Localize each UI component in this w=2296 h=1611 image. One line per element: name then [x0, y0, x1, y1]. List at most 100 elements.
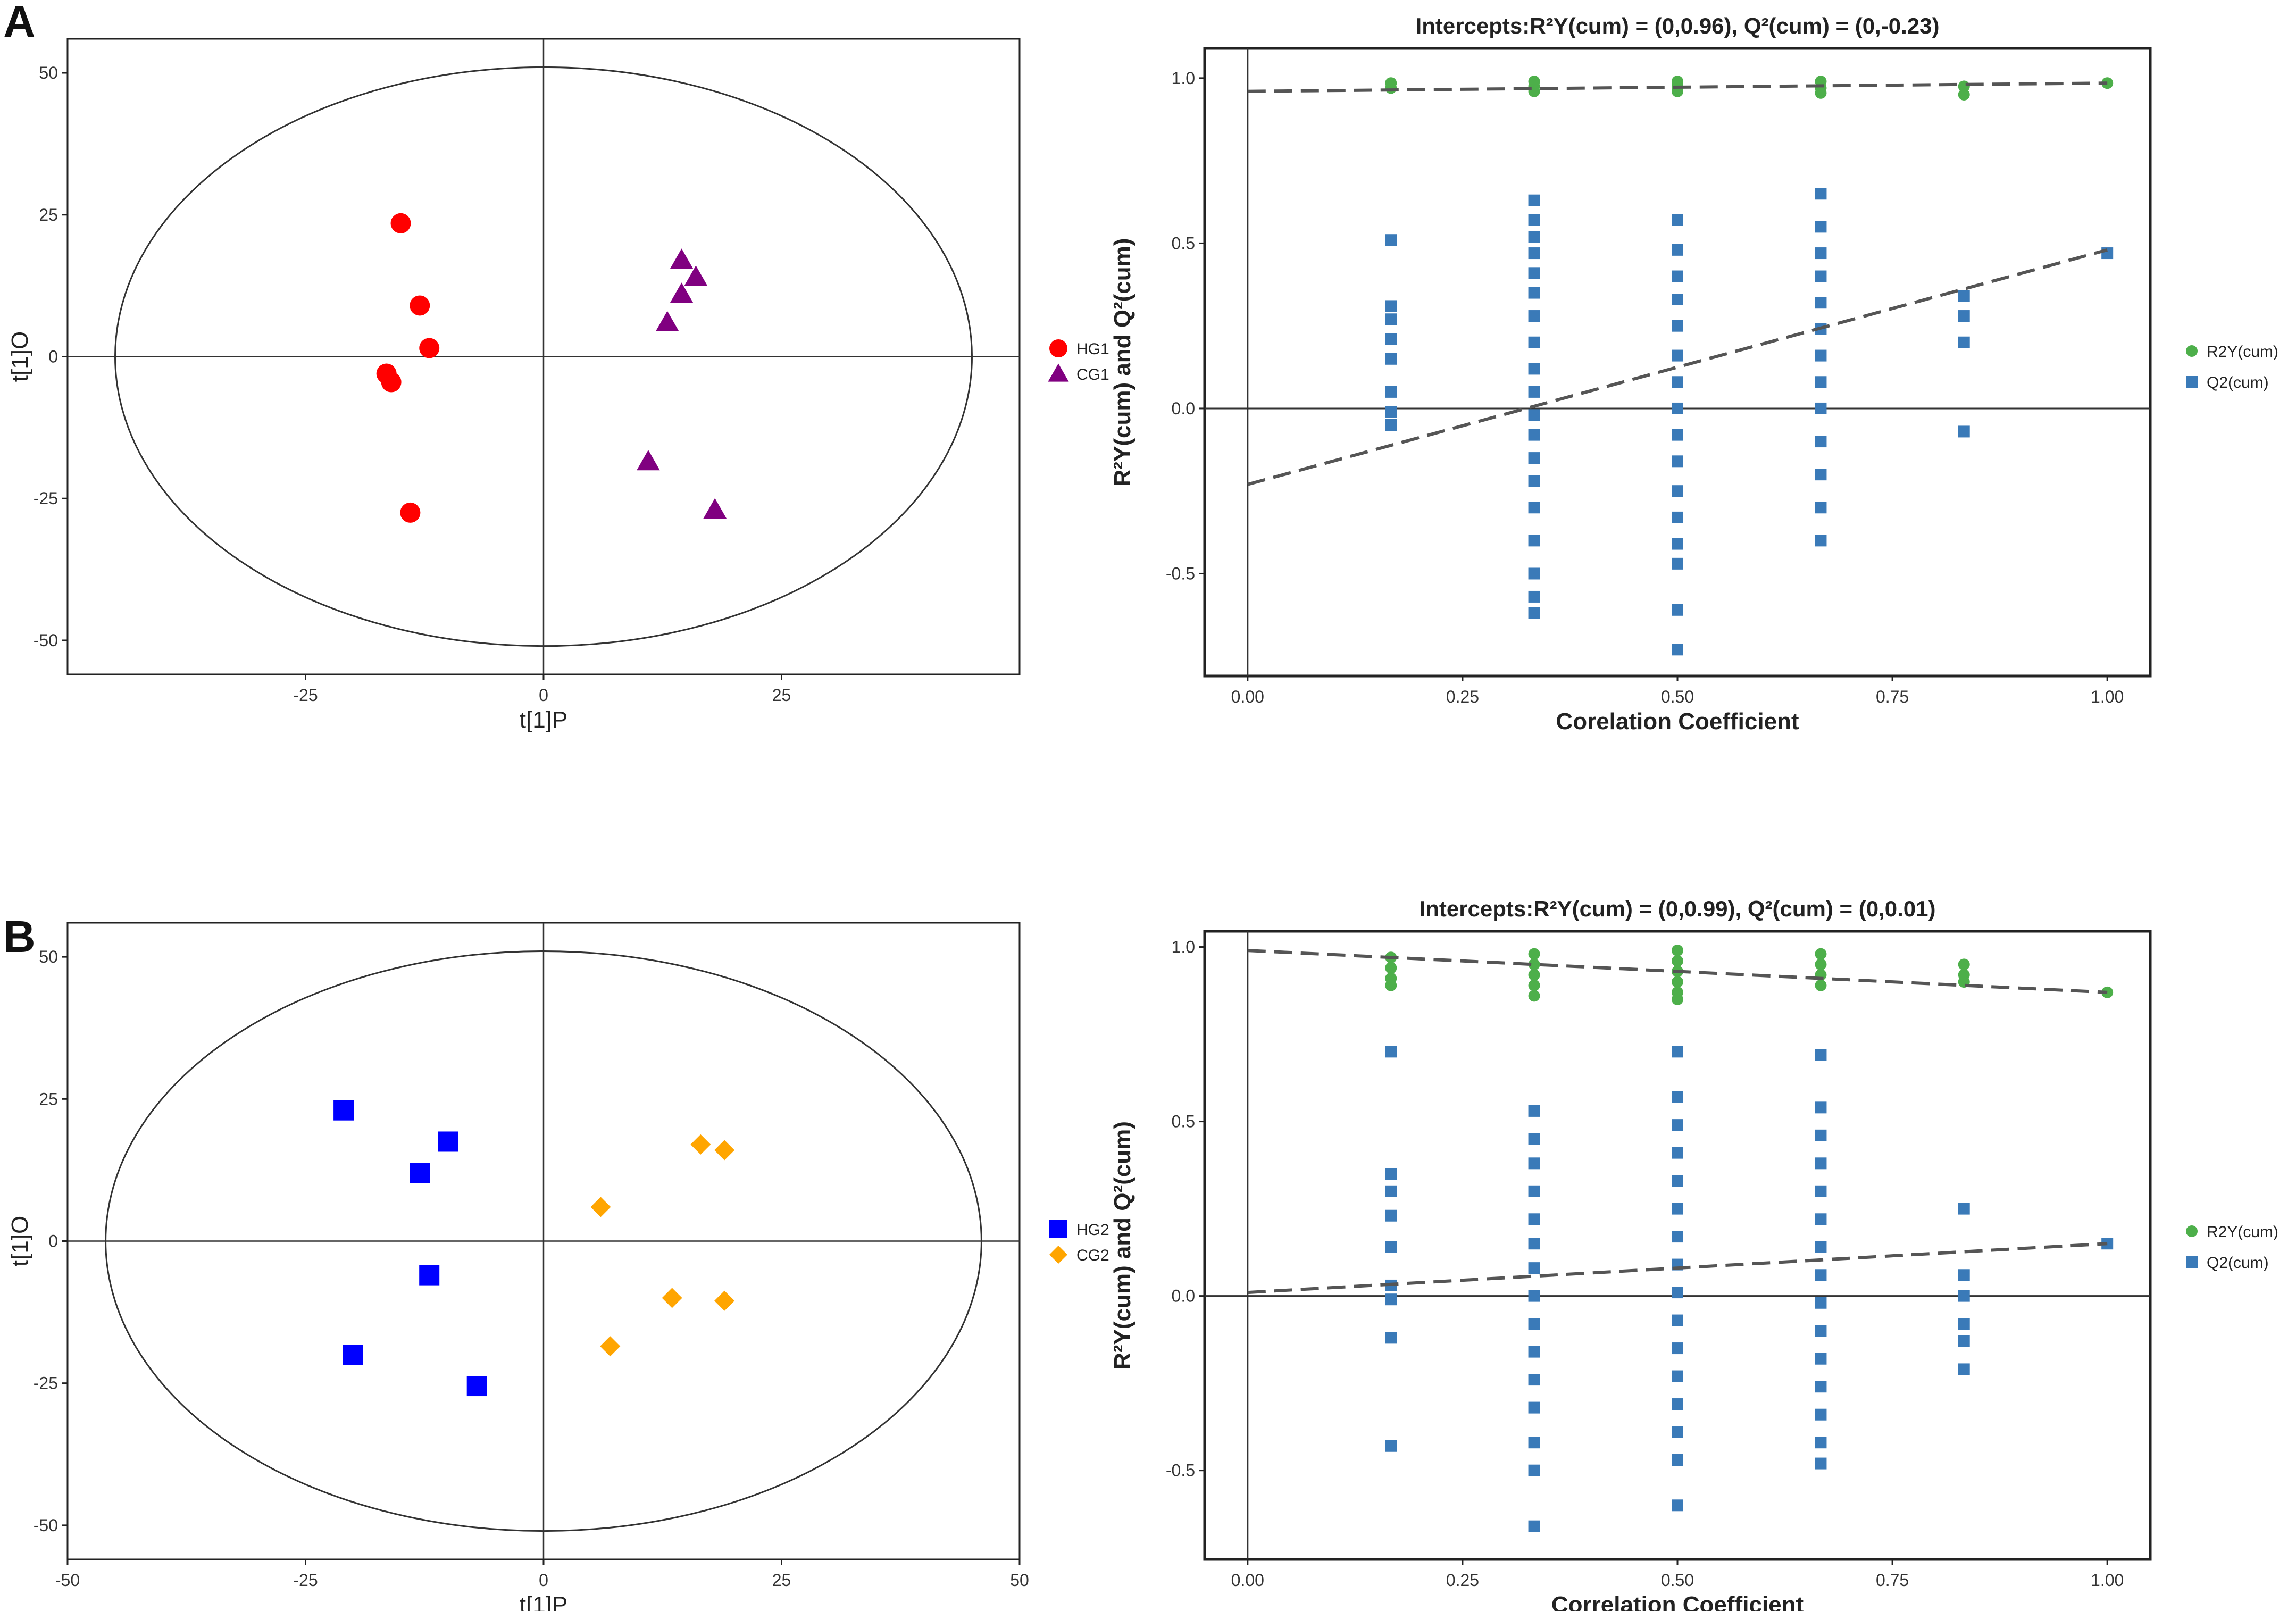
panel-a-perm-point-q2: [1672, 429, 1683, 441]
panel-a-perm-point-q2: [1815, 436, 1827, 448]
panel-a-perm-point-q2: [1528, 429, 1540, 441]
panel-a-perm-point-q2: [1815, 221, 1827, 233]
panel-b-perm-point-q2: [1815, 1297, 1827, 1309]
panel-b-perm-y-tick-label: -0.5: [1166, 1461, 1195, 1480]
panel-b-score-point-hg2: [333, 1100, 354, 1121]
panel-a-perm-legend-label-r2y: R2Y(cum): [2207, 343, 2278, 361]
panel-a-score-x-tick-label: -25: [293, 686, 318, 705]
panel-b-perm-point-r2y: [1385, 962, 1397, 974]
panel-a-perm-point-q2: [1528, 267, 1540, 279]
panel-b-perm-point-q2: [1672, 1426, 1683, 1438]
panel-a-perm-point-q2: [1528, 231, 1540, 243]
panel-b-perm-point-r2y: [1815, 948, 1827, 960]
panel-b-perm-point-r2y: [1528, 990, 1540, 1002]
panel-a-perm-point-q2: [1528, 607, 1540, 619]
panel-b-perm-x-axis-title: Correlation Coefficient: [1551, 1592, 1804, 1611]
panel-a-score-point-hg1: [381, 372, 402, 393]
panel-b-perm-point-q2: [1958, 1363, 1970, 1375]
panel-a-perm-point-q2: [1815, 502, 1827, 514]
panel-b-perm-x-tick-label: 0.75: [1876, 1571, 1909, 1590]
panel-a-score-point-hg1: [390, 213, 411, 233]
panel-b-perm-point-r2y: [1672, 993, 1683, 1005]
panel-b-perm-point-q2: [1528, 1401, 1540, 1414]
panel-b-perm-legend-label-r2y: R2Y(cum): [2207, 1223, 2278, 1241]
panel-a-perm-point-r2y: [1385, 82, 1397, 94]
panel-a-perm-x-tick-label: 0.75: [1876, 687, 1909, 706]
panel-a-score-point-cg1: [670, 248, 694, 269]
panel-b-perm-point-q2: [1528, 1437, 1540, 1449]
panel-a-score-point-cg1: [703, 498, 727, 519]
panel-b-perm-point-q2: [1815, 1325, 1827, 1337]
panel-a-perm-point-q2: [1672, 557, 1683, 570]
panel-b-perm-point-q2: [1385, 1167, 1397, 1180]
panel-b-score-point-hg2: [343, 1345, 363, 1365]
panel-a-perm-point-q2: [1385, 333, 1397, 345]
panel-b-score-point-hg2: [410, 1163, 430, 1183]
panel-b-perm-point-q2: [1815, 1408, 1827, 1421]
panel-b-perm-point-q2: [1528, 1464, 1540, 1476]
panel-a-perm-point-q2: [1385, 353, 1397, 365]
panel-a-perm-point-q2: [1385, 406, 1397, 418]
panel-a-perm-point-q2: [1385, 300, 1397, 312]
panel-b-score-x-tick-label: 50: [1010, 1571, 1029, 1590]
panel-b-perm-point-r2y: [1672, 955, 1683, 967]
panel-a-score-point-hg1: [419, 338, 440, 358]
panel-a-perm-point-q2: [1815, 247, 1827, 260]
panel-b-perm-point-r2y: [1672, 976, 1683, 988]
panel-a-perm-point-q2: [1528, 247, 1540, 260]
panel-a-perm-point-q2: [1815, 402, 1827, 414]
panel-b-score-legend-marker-hg2: [1049, 1220, 1067, 1238]
panel-a-score-point-cg1: [637, 450, 660, 471]
panel-b-perm-point-q2: [1815, 1157, 1827, 1170]
panel-b-score-point-cg2: [714, 1290, 735, 1311]
panel-b-perm-y-tick-label: 0.0: [1172, 1287, 1195, 1306]
panel-a-perm-point-q2: [1385, 313, 1397, 325]
panel-b-perm-point-q2: [1815, 1457, 1827, 1470]
panel-b-perm-point-q2: [1815, 1101, 1827, 1114]
panel-b-score-legend-label-cg2: CG2: [1076, 1247, 1109, 1264]
panel-a-score-x-tick-label: 25: [772, 686, 791, 705]
panel-a-score-x-axis-title: t[1]P: [520, 707, 568, 733]
panel-a-score-legend-marker-cg1: [1048, 363, 1069, 382]
panel-a-perm-point-q2: [1815, 535, 1827, 547]
panel-b-perm-fit-line-r2y: [1247, 949, 2108, 994]
panel-a-perm-point-q2: [1528, 535, 1540, 547]
panel-a-score-y-tick-label: 50: [39, 63, 58, 82]
panel-b-perm-point-q2: [1672, 1370, 1683, 1382]
panel-b-perm-point-r2y: [1528, 969, 1540, 981]
panel-a-score-point-cg1: [670, 282, 694, 303]
panel-a-perm-y-axis-title: R²Y(cum) and Q²(cum): [1109, 238, 1136, 487]
panel-a-score-y-tick-label: 0: [48, 347, 58, 366]
panel-b-perm-point-q2: [1385, 1241, 1397, 1253]
panel-a-perm-point-q2: [1528, 194, 1540, 206]
panel-a-perm-point-q2: [1385, 419, 1397, 431]
panel-b-score-y-tick-label: 25: [39, 1089, 58, 1108]
panel-a-score-y-tick-label: 25: [39, 205, 58, 224]
panel-a-perm-point-q2: [1672, 294, 1683, 305]
panel-a-perm-point-q2: [1672, 485, 1683, 497]
panel-b-perm-point-q2: [1528, 1157, 1540, 1170]
panel-a-perm-x-axis-title: Corelation Coefficient: [1556, 708, 1799, 734]
panel-b-perm-point-q2: [1958, 1269, 1970, 1281]
panel-a-perm-point-q2: [1528, 336, 1540, 348]
panel-b-score-y-tick-label: 0: [48, 1232, 58, 1251]
panel-b-perm-point-q2: [1958, 1203, 1970, 1215]
panel-b-perm-point-q2: [1672, 1499, 1683, 1512]
panel-a-perm-point-q2: [1528, 214, 1540, 226]
panel-b-perm-point-q2: [1385, 1440, 1397, 1452]
panel-b-perm-point-q2: [1672, 1287, 1683, 1299]
panel-b-perm-point-q2: [1672, 1454, 1683, 1466]
panel-a-perm-point-q2: [1528, 409, 1540, 421]
panel-b-perm-point-r2y: [1528, 948, 1540, 960]
panel-b-perm-point-q2: [1672, 1119, 1683, 1131]
panel-b-perm-legend-label-q2: Q2(cum): [2207, 1254, 2269, 1272]
panel-a-perm-y-tick-label: 0.5: [1172, 233, 1195, 253]
panel-b-perm-x-tick-label: 0.25: [1446, 1571, 1479, 1590]
panel-b-perm-point-q2: [1528, 1318, 1540, 1330]
panel-b-perm-point-q2: [1958, 1290, 1970, 1302]
panel-a-perm-title: Intercepts:R²Y(cum) = (0,0.96), Q²(cum) …: [1416, 13, 1940, 38]
panel-a-perm-point-q2: [1672, 604, 1683, 616]
panel-b-perm-point-q2: [1958, 1318, 1970, 1330]
